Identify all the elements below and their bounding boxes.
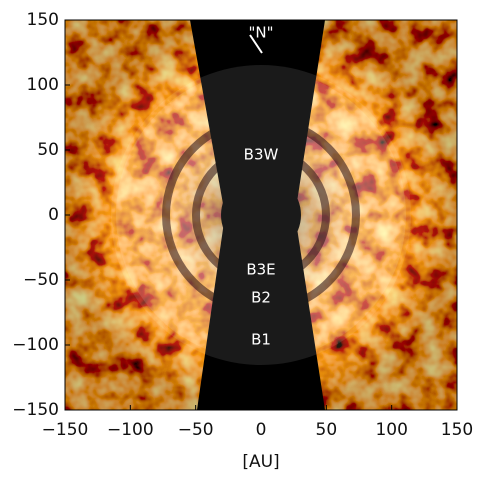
y-tick-label: −150: [12, 400, 59, 420]
annotation: B3E: [246, 261, 275, 279]
x-tick-label: −150: [42, 420, 89, 440]
y-tick-label: −50: [23, 270, 59, 290]
y-tick-label: −100: [12, 335, 59, 355]
image: [65, 20, 457, 410]
x-tick-label: 50: [316, 420, 338, 440]
annotation: B2: [251, 289, 271, 307]
y-tick-label: 50: [37, 140, 59, 160]
y-tick-label: 150: [27, 10, 59, 30]
annotation: "N": [248, 24, 273, 42]
x-tick-label: 150: [441, 420, 473, 440]
x-tick-label: −50: [178, 420, 214, 440]
y-tick-label: 0: [48, 205, 59, 225]
annotation: B1: [251, 331, 271, 349]
x-axis-label: [AU]: [242, 452, 279, 472]
y-tick-label: 100: [27, 75, 59, 95]
annotation: B3W: [244, 146, 279, 164]
x-tick-label: −100: [107, 420, 154, 440]
x-tick-label: 0: [256, 420, 267, 440]
x-tick-label: 100: [375, 420, 407, 440]
